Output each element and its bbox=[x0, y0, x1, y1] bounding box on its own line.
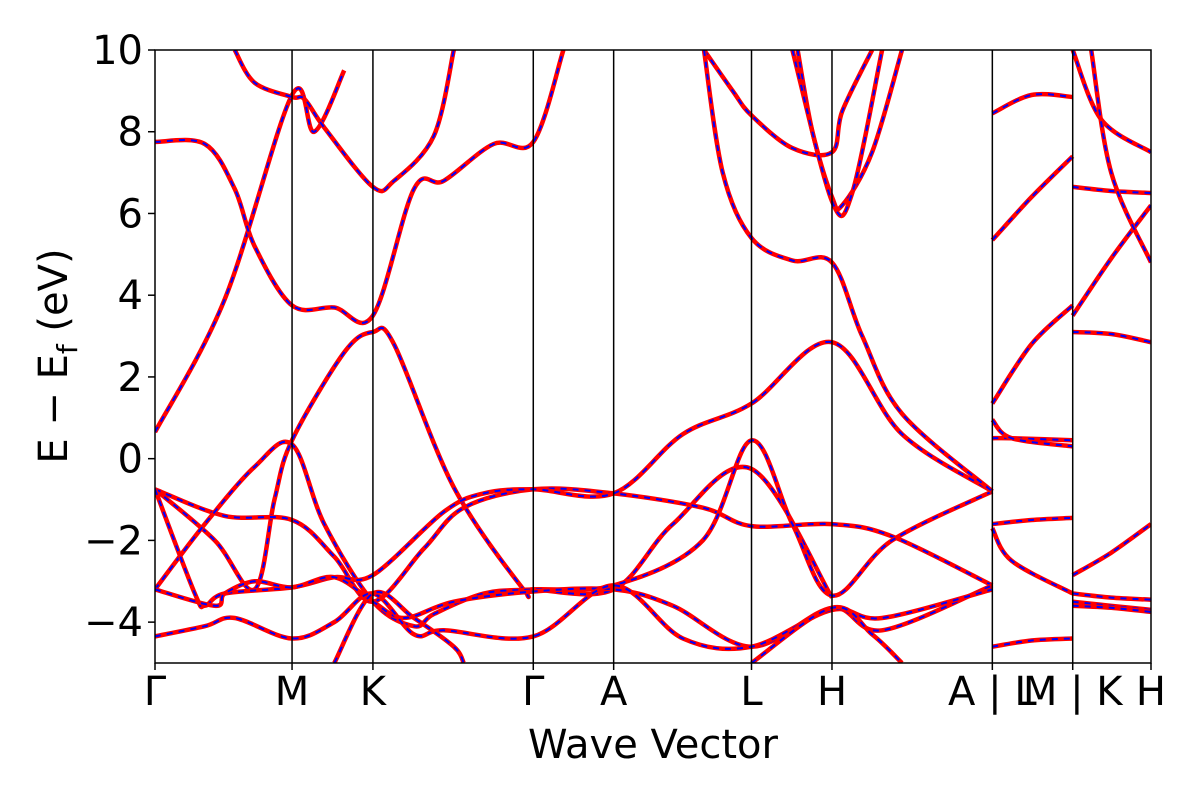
band-line-blue-5 bbox=[155, 439, 993, 628]
x-tick-label: Γ bbox=[144, 669, 167, 715]
band-line-red-23 bbox=[1070, 203, 1151, 317]
band-line-blue-6 bbox=[155, 341, 993, 609]
band-line-red-20 bbox=[990, 526, 1074, 596]
band-line-blue-16 bbox=[991, 304, 1074, 405]
band-line-blue-31 bbox=[1090, 50, 1151, 263]
x-axis-ticks: Γ M K Γ A L H A | LM | K H bbox=[144, 663, 1166, 715]
band-line-blue-21 bbox=[992, 637, 1073, 648]
band-line-blue-9 bbox=[333, 591, 465, 663]
x-tick-label: A | L bbox=[948, 669, 1037, 715]
band-line-blue-7 bbox=[155, 575, 993, 648]
y-tick-label: 8 bbox=[118, 110, 143, 156]
band-line-blue-27 bbox=[1072, 592, 1151, 601]
plot-frame bbox=[154, 49, 1152, 664]
x-tick-label: K bbox=[360, 669, 388, 715]
band-line-red-0 bbox=[155, 69, 347, 434]
x-tick-label: Γ bbox=[522, 669, 545, 715]
y-tick-label: −4 bbox=[84, 600, 143, 646]
band-line-red-30 bbox=[1070, 50, 1151, 155]
band-line-blue-25 bbox=[1072, 185, 1151, 194]
y-axis-ticks: −4 −2 0 2 4 6 8 10 bbox=[84, 28, 155, 646]
band-line-blue-18 bbox=[991, 93, 1073, 115]
band-line-blue-29 bbox=[1072, 604, 1151, 613]
band-line-blue-23 bbox=[1071, 204, 1151, 317]
kpoint-lines bbox=[291, 50, 1074, 663]
y-tick-label: 6 bbox=[118, 191, 143, 237]
bands-layer bbox=[155, 50, 1151, 663]
y-tick-label: 4 bbox=[118, 273, 143, 319]
y-tick-label: 0 bbox=[118, 437, 143, 483]
band-line-red-12 bbox=[701, 50, 994, 494]
y-axis-label-unit: (eV) bbox=[31, 248, 77, 344]
band-line-blue-1 bbox=[155, 50, 565, 324]
band-line-blue-15 bbox=[992, 437, 1073, 442]
band-line-blue-3 bbox=[155, 326, 833, 599]
band-line-red-31 bbox=[1088, 50, 1151, 264]
band-line-blue-19 bbox=[992, 516, 1073, 526]
band-line-red-11 bbox=[702, 50, 875, 158]
y-tick-label: −2 bbox=[84, 518, 143, 564]
x-tick-label: L bbox=[740, 669, 763, 715]
band-line-red-1 bbox=[155, 50, 566, 326]
band-line-blue-11 bbox=[703, 50, 873, 157]
y-tick-label: 10 bbox=[92, 28, 143, 74]
band-line-blue-0 bbox=[155, 69, 346, 433]
band-line-blue-30 bbox=[1071, 50, 1151, 154]
x-axis-label: Wave Vector bbox=[528, 722, 779, 768]
band-line-blue-13 bbox=[796, 50, 903, 211]
band-line-red-16 bbox=[990, 303, 1075, 405]
x-tick-label: H bbox=[817, 669, 847, 715]
band-line-blue-12 bbox=[703, 50, 993, 493]
y-tick-label: 2 bbox=[118, 355, 143, 401]
x-tick-label: H bbox=[1136, 669, 1166, 715]
band-line-blue-14 bbox=[791, 50, 884, 217]
band-line-blue-24 bbox=[1072, 331, 1151, 344]
y-axis-label: E − Ef (eV) bbox=[31, 248, 84, 463]
x-tick-label: M | K bbox=[1023, 669, 1124, 715]
band-line-blue-17 bbox=[991, 155, 1074, 241]
y-axis-label-subscript: f bbox=[51, 343, 84, 354]
x-tick-label: M bbox=[275, 669, 310, 715]
band-line-red-18 bbox=[991, 91, 1073, 116]
band-line-blue-22 bbox=[991, 419, 1073, 448]
band-line-blue-20 bbox=[991, 527, 1074, 595]
x-tick-label: A bbox=[600, 669, 628, 715]
band-line-blue-2 bbox=[233, 50, 455, 193]
band-line-red-10 bbox=[750, 604, 904, 663]
band-line-blue-10 bbox=[750, 606, 903, 663]
band-line-red-26 bbox=[1071, 522, 1151, 578]
y-axis-label-main: E − E bbox=[31, 354, 77, 464]
